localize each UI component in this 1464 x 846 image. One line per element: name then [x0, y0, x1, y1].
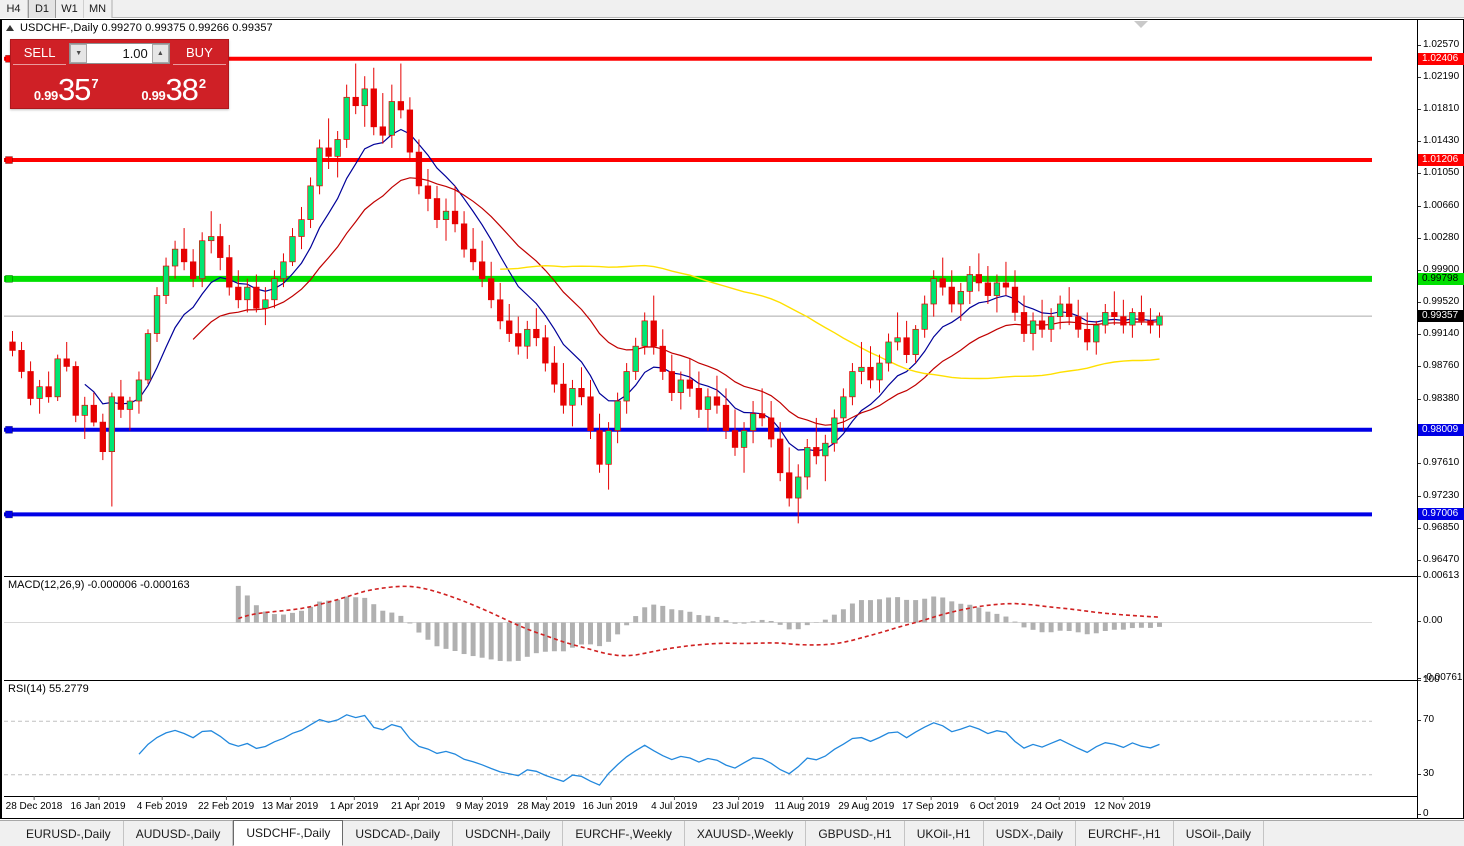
price-tag-last-price-0.99357[interactable]: 0.99357 [1418, 310, 1464, 323]
price-tick-1.02190: 1.02190 [1418, 71, 1464, 83]
toolbar-spacer [112, 0, 1464, 17]
date-label-6: 21 Apr 2019 [391, 796, 446, 812]
date-label-2: 4 Feb 2019 [136, 796, 188, 812]
chart-tab-eurchf-weekly[interactable]: EURCHF-,Weekly [563, 821, 685, 846]
timeframe-button-mn[interactable]: MN [84, 0, 112, 18]
chevron-down-icon[interactable]: ▼ [70, 44, 88, 63]
timeframe-toolbar: H4 D1 W1 MN [0, 0, 1464, 18]
buy-price-sup: 2 [198, 76, 207, 92]
chart-tab-xauusd-weekly[interactable]: XAUUSD-,Weekly [685, 821, 807, 846]
date-label-16: 24 Oct 2019 [1031, 796, 1086, 812]
price-scale-axis[interactable]: 1.02570 1.02190 1.01810 1.01430 1.01050 1.006… [1417, 20, 1464, 820]
price-tag-resistance-1.01206[interactable]: 1.01206 [1418, 154, 1464, 167]
price-tick-0.96470: 0.96470 [1418, 554, 1464, 566]
chart-scroll-marker-icon[interactable] [1134, 21, 1148, 28]
price-candlestick-svg [4, 54, 1372, 524]
date-label-13: 29 Aug 2019 [838, 796, 895, 812]
chart-tab-usdcnh-daily[interactable]: USDCNH-,Daily [453, 821, 564, 846]
date-label-0: 28 Dec 2018 [5, 796, 63, 812]
chart-tab-audusd-daily[interactable]: AUDUSD-,Daily [124, 821, 234, 846]
chart-symbol-header: USDCHF-,Daily 0.99270 0.99375 0.99266 0.… [6, 22, 273, 34]
sell-price-prefix: 0.99 [33, 88, 58, 104]
price-chart-pane[interactable] [4, 34, 1418, 574]
volume-input[interactable]: 1.00 [87, 44, 152, 63]
date-label-9: 16 Jun 2019 [582, 796, 638, 812]
macd-indicator-pane[interactable]: MACD(12,26,9) -0.000006 -0.000163 [4, 576, 1418, 679]
rsi-tick-30: 30 [1418, 768, 1464, 780]
date-label-11: 23 Jul 2019 [712, 796, 765, 812]
price-tick-0.99140: 0.99140 [1418, 328, 1464, 340]
timeframe-button-d1[interactable]: D1 [28, 0, 56, 18]
trade-panel-prices: 0.99 35 7 0.99 38 2 [11, 67, 228, 108]
buy-button[interactable]: BUY [172, 42, 226, 65]
sell-price-big: 35 [57, 72, 91, 108]
price-tick-0.97230: 0.97230 [1418, 490, 1464, 502]
price-tick-0.96850: 0.96850 [1418, 522, 1464, 534]
buy-price-big: 38 [165, 72, 198, 108]
rsi-tick-0: 0 [1418, 808, 1464, 820]
date-label-15: 6 Oct 2019 [969, 796, 1019, 812]
rsi-title: RSI(14) 55.2779 [8, 683, 89, 695]
chart-tab-usdx-daily[interactable]: USDX-,Daily [984, 821, 1077, 846]
sell-price-cell[interactable]: 0.99 35 7 [13, 67, 119, 106]
date-label-10: 4 Jul 2019 [651, 796, 698, 812]
price-tick-0.98380: 0.98380 [1418, 393, 1464, 405]
date-label-14: 17 Sep 2019 [901, 796, 959, 812]
macd-title: MACD(12,26,9) -0.000006 -0.000163 [8, 579, 190, 591]
price-tick-1.01050: 1.01050 [1418, 167, 1464, 179]
triangle-up-icon [6, 25, 14, 31]
one-click-trading-panel[interactable]: SELL ▼ 1.00 ▲ BUY 0.99 35 7 0.99 38 2 [10, 39, 229, 109]
price-tick-1.00660: 1.00660 [1418, 200, 1464, 212]
price-tick-1.00280: 1.00280 [1418, 232, 1464, 244]
date-label-8: 28 May 2019 [517, 796, 576, 812]
date-label-1: 16 Jan 2019 [70, 796, 126, 812]
date-label-3: 22 Feb 2019 [197, 796, 255, 812]
price-tag-support-0.99798[interactable]: 0.99798 [1418, 272, 1464, 285]
price-tick-1.02570: 1.02570 [1418, 39, 1464, 51]
macd-tick--0.007612: -0.007612 [1418, 672, 1464, 684]
price-tick-0.98760: 0.98760 [1418, 360, 1464, 372]
sell-price-sup: 7 [91, 76, 99, 92]
price-tag-resistance-1.02406[interactable]: 1.02406 [1418, 52, 1464, 65]
chart-tab-eurchf-h1[interactable]: EURCHF-,H1 [1076, 821, 1174, 846]
chart-tab-usdchf-daily[interactable]: USDCHF-,Daily [233, 820, 344, 846]
price-tag-support-0.97006[interactable]: 0.97006 [1418, 508, 1464, 521]
macd-tick-0.00613: 0.00613 [1418, 570, 1464, 582]
chevron-up-icon[interactable]: ▲ [151, 44, 169, 63]
chart-tab-usdcad-daily[interactable]: USDCAD-,Daily [343, 821, 454, 846]
chart-tab-ukoil-h1[interactable]: UKOil-,H1 [905, 821, 984, 846]
chart-tab-bar: EURUSD-,Daily AUDUSD-,Daily USDCHF-,Daily U… [0, 820, 1464, 846]
chart-tab-gbpusd-h1[interactable]: GBPUSD-,H1 [806, 821, 905, 846]
price-tag-support-0.98009[interactable]: 0.98009 [1418, 423, 1464, 436]
price-tick-1.01810: 1.01810 [1418, 103, 1464, 115]
volume-stepper[interactable]: ▼ 1.00 ▲ [69, 43, 170, 64]
sell-button[interactable]: SELL [13, 42, 67, 65]
price-tick-0.97610: 0.97610 [1418, 457, 1464, 469]
rsi-indicator-pane[interactable]: RSI(14) 55.2779 [4, 680, 1418, 815]
price-tick-1.01430: 1.01430 [1418, 135, 1464, 147]
buy-price-cell[interactable]: 0.99 38 2 [121, 67, 227, 106]
rsi-tick-70: 70 [1418, 714, 1464, 726]
macd-plot-svg [4, 585, 1372, 662]
date-label-4: 13 Mar 2019 [262, 796, 319, 812]
price-tick-0.99520: 0.99520 [1418, 296, 1464, 308]
date-axis[interactable]: 28 Dec 2018 16 Jan 2019 4 Feb 2019 22 Feb 2… [4, 796, 1417, 818]
rsi-tick-100: 100 [1418, 674, 1464, 686]
date-label-7: 9 May 2019 [456, 796, 509, 812]
rsi-plot-svg [4, 714, 1372, 786]
date-label-17: 12 Nov 2019 [1094, 796, 1151, 812]
chart-tab-usoil-daily[interactable]: USOil-,Daily [1174, 821, 1265, 846]
symbol-ohlc-text: USDCHF-,Daily 0.99270 0.99375 0.99266 0.… [20, 22, 273, 34]
trade-panel-top-row: SELL ▼ 1.00 ▲ BUY [11, 40, 228, 67]
chart-window: USDCHF-,Daily 0.99270 0.99375 0.99266 0.… [0, 19, 1464, 819]
macd-tick-0.00: 0.00 [1418, 615, 1464, 627]
date-label-12: 11 Aug 2019 [774, 796, 830, 812]
date-label-5: 1 Apr 2019 [329, 796, 379, 812]
timeframe-button-h4[interactable]: H4 [0, 0, 28, 18]
timeframe-button-w1[interactable]: W1 [56, 0, 84, 18]
chart-tab-eurusd-daily[interactable]: EURUSD-,Daily [14, 821, 124, 846]
buy-price-prefix: 0.99 [141, 88, 166, 104]
price-tick-0.99900: 0.99900 [1418, 264, 1464, 276]
